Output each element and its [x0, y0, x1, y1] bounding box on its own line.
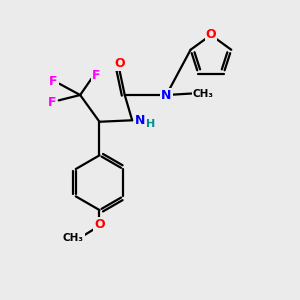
Text: CH₃: CH₃: [63, 233, 84, 243]
Text: N: N: [135, 114, 146, 127]
Text: H: H: [146, 119, 155, 129]
Text: F: F: [92, 69, 100, 82]
Text: O: O: [114, 57, 125, 70]
Text: F: F: [49, 75, 58, 88]
Text: O: O: [206, 28, 216, 41]
Text: F: F: [48, 96, 56, 109]
Text: CH₃: CH₃: [192, 88, 213, 98]
Text: N: N: [161, 88, 172, 101]
Text: O: O: [94, 218, 105, 230]
